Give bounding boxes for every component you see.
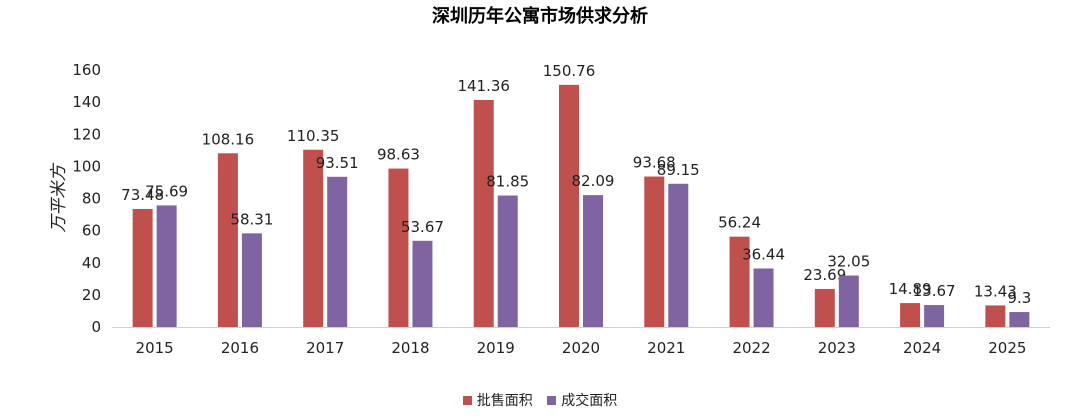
bar-transaction-2016: [241, 233, 262, 327]
bar-transaction-2022: [753, 268, 774, 327]
legend-label-transaction: 成交面积: [561, 393, 618, 409]
data-label-sales-supply-2024: 14.89: [889, 280, 932, 298]
data-label-transaction-2024: 13.67: [913, 282, 956, 300]
data-label-sales-supply-2023: 23.69: [803, 266, 846, 284]
bar-sales-supply-2022: [729, 236, 750, 327]
x-tick-label: 2019: [477, 339, 515, 357]
y-tick-label: 160: [72, 61, 101, 79]
x-tick-label: 2025: [988, 339, 1026, 357]
bar-sales-supply-2025: [985, 305, 1006, 327]
x-tick-label: 2020: [562, 339, 600, 357]
data-label-sales-supply-2025: 13.43: [974, 282, 1017, 300]
bar-sales-supply-2021: [644, 176, 665, 327]
bar-sales-supply-2015: [132, 208, 153, 327]
data-label-transaction-2018: 53.67: [401, 218, 444, 236]
y-tick-label: 80: [82, 190, 101, 208]
x-tick-label: 2022: [732, 339, 770, 357]
bar-sales-supply-2020: [559, 84, 579, 327]
legend-item-transaction: 成交面积: [547, 390, 617, 410]
y-tick-label: 120: [72, 125, 101, 143]
legend-item-sales-supply: 批售面积: [462, 390, 533, 410]
data-label-sales-supply-2019: 141.36: [457, 77, 510, 95]
bar-transaction-2017: [327, 176, 348, 327]
bar-sales-supply-2017: [303, 149, 324, 327]
x-tick-label: 2016: [221, 339, 259, 357]
x-tick-label: 2024: [903, 339, 941, 357]
data-label-transaction-2017: 93.51: [316, 154, 359, 172]
y-tick-label: 40: [82, 254, 101, 272]
x-tick-label: 2017: [306, 339, 344, 357]
data-label-sales-supply-2018: 98.63: [377, 146, 420, 164]
bar-sales-supply-2016: [217, 153, 238, 327]
data-label-sales-supply-2017: 110.35: [287, 127, 340, 145]
bar-transaction-2019: [497, 195, 518, 327]
y-tick-label: 0: [91, 318, 101, 336]
bar-transaction-2020: [583, 195, 603, 327]
data-label-sales-supply-2020: 150.76: [543, 62, 596, 80]
data-label-transaction-2016: 58.31: [230, 210, 273, 228]
legend-swatch-transaction: [547, 395, 557, 405]
bar-transaction-2024: [924, 305, 945, 327]
bar-transaction-2018: [412, 240, 433, 327]
data-label-transaction-2020: 82.09: [572, 172, 615, 190]
bar-transaction-2025: [1009, 312, 1030, 327]
y-tick-label: 100: [72, 157, 101, 175]
x-tick-label: 2021: [647, 339, 685, 357]
legend: 批售面积 成交面积: [0, 390, 1080, 410]
data-label-transaction-2019: 81.85: [486, 173, 529, 191]
y-tick-label: 140: [72, 93, 101, 111]
data-label-transaction-2022: 36.44: [742, 245, 785, 263]
legend-swatch-sales-supply: [462, 395, 472, 405]
legend-label-sales-supply: 批售面积: [476, 393, 533, 409]
bar-sales-supply-2019: [473, 99, 494, 328]
bar-sales-supply-2024: [900, 303, 921, 327]
y-tick-label: 60: [82, 222, 101, 240]
bar-sales-supply-2018: [388, 168, 409, 327]
data-label-transaction-2025: 9.3: [1007, 289, 1031, 307]
x-tick-label: 2015: [136, 339, 174, 357]
bar-sales-supply-2023: [814, 288, 835, 327]
data-label-sales-supply-2021: 93.68: [633, 154, 676, 172]
bar-transaction-2023: [838, 275, 859, 327]
data-label-sales-supply-2016: 108.16: [202, 130, 255, 148]
data-label-transaction-2021: 89.15: [657, 161, 700, 179]
bar-transaction-2015: [156, 205, 177, 327]
x-tick-label: 2023: [818, 339, 856, 357]
y-tick-label: 20: [82, 286, 101, 304]
bar-transaction-2021: [668, 183, 689, 327]
data-label-transaction-2015: 75.69: [145, 182, 188, 200]
data-label-sales-supply-2015: 73.48: [121, 186, 164, 204]
data-label-transaction-2023: 32.05: [827, 253, 870, 271]
data-label-sales-supply-2022: 56.24: [718, 214, 761, 232]
chart-title: 深圳历年公寓市场供求分析: [432, 6, 648, 27]
y-axis-label: 万平米方: [49, 163, 69, 233]
x-tick-label: 2018: [391, 339, 429, 357]
